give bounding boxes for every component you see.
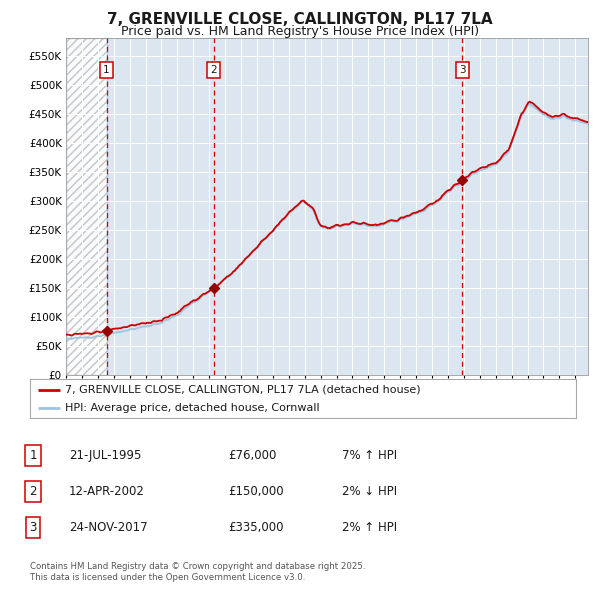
Text: HPI: Average price, detached house, Cornwall: HPI: Average price, detached house, Corn…	[65, 403, 320, 413]
Text: £335,000: £335,000	[228, 521, 284, 534]
Text: 21-JUL-1995: 21-JUL-1995	[69, 449, 142, 462]
Text: 1: 1	[103, 65, 110, 76]
Text: Price paid vs. HM Land Registry's House Price Index (HPI): Price paid vs. HM Land Registry's House …	[121, 25, 479, 38]
Text: 2% ↑ HPI: 2% ↑ HPI	[342, 521, 397, 534]
Text: 1: 1	[29, 449, 37, 462]
Text: 7% ↑ HPI: 7% ↑ HPI	[342, 449, 397, 462]
Text: Contains HM Land Registry data © Crown copyright and database right 2025.
This d: Contains HM Land Registry data © Crown c…	[30, 562, 365, 582]
Text: £150,000: £150,000	[228, 485, 284, 498]
Text: 7, GRENVILLE CLOSE, CALLINGTON, PL17 7LA: 7, GRENVILLE CLOSE, CALLINGTON, PL17 7LA	[107, 12, 493, 27]
Bar	[66, 38, 107, 375]
Text: 12-APR-2002: 12-APR-2002	[69, 485, 145, 498]
Text: 3: 3	[29, 521, 37, 534]
Text: 3: 3	[459, 65, 466, 76]
Text: 7, GRENVILLE CLOSE, CALLINGTON, PL17 7LA (detached house): 7, GRENVILLE CLOSE, CALLINGTON, PL17 7LA…	[65, 385, 421, 395]
Text: 2: 2	[29, 485, 37, 498]
Text: 2: 2	[211, 65, 217, 76]
Text: £76,000: £76,000	[228, 449, 277, 462]
Text: 24-NOV-2017: 24-NOV-2017	[69, 521, 148, 534]
Text: 2% ↓ HPI: 2% ↓ HPI	[342, 485, 397, 498]
